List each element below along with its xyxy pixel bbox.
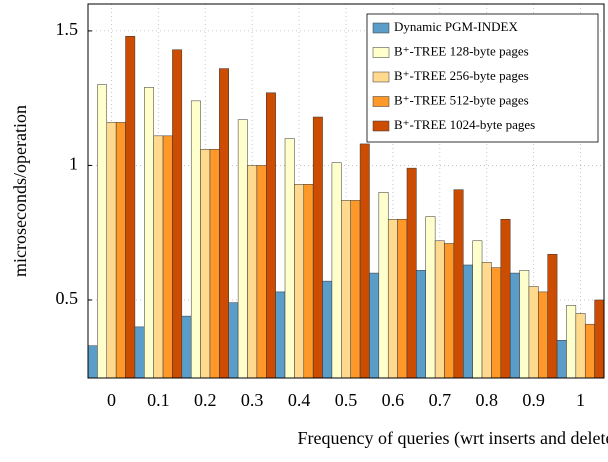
bar xyxy=(200,149,211,379)
bar xyxy=(566,305,577,379)
x-tick-label: 0.7 xyxy=(429,390,452,410)
legend-label: Dynamic PGM-INDEX xyxy=(394,19,518,34)
bar xyxy=(162,135,173,379)
x-tick-label: 0.9 xyxy=(522,390,545,410)
bar xyxy=(172,49,183,379)
bar xyxy=(397,219,408,379)
x-tick-label: 0.4 xyxy=(288,390,311,410)
bar xyxy=(294,184,305,379)
bar xyxy=(256,165,267,379)
legend-box xyxy=(366,13,599,143)
legend-label: B⁺-TREE 512-byte pages xyxy=(394,92,529,107)
bar xyxy=(547,253,558,379)
y-tick-label: 0.5 xyxy=(56,288,79,308)
bar xyxy=(369,272,380,379)
bar xyxy=(87,345,98,379)
legend-label: B⁺-TREE 1024-byte pages xyxy=(394,117,535,132)
legend-swatch xyxy=(372,120,390,132)
bar xyxy=(209,149,220,379)
bar xyxy=(266,92,276,379)
bar xyxy=(453,189,464,379)
bar xyxy=(322,280,333,379)
y-axis-label: microseconds/operation xyxy=(10,105,30,277)
bar xyxy=(341,200,351,379)
x-tick-label: 0.2 xyxy=(194,390,217,410)
legend-swatch xyxy=(372,47,390,58)
bar xyxy=(406,167,417,379)
plot-frame xyxy=(87,3,605,379)
bar xyxy=(416,270,426,379)
bar xyxy=(350,200,361,379)
legend-swatch xyxy=(372,96,390,107)
legend-label: B⁺-TREE 256-byte pages xyxy=(394,68,529,83)
bar xyxy=(359,143,370,379)
legend-swatch xyxy=(372,22,390,34)
bar xyxy=(584,323,595,379)
bar xyxy=(472,240,483,379)
bar xyxy=(425,216,436,379)
y-tick-label: 1 xyxy=(69,154,78,174)
bar xyxy=(153,135,164,379)
bar xyxy=(190,100,201,379)
bar xyxy=(228,302,239,379)
bar xyxy=(331,162,342,379)
x-tick-label: 0 xyxy=(107,390,116,410)
bar xyxy=(491,267,502,379)
bar xyxy=(284,138,295,379)
bar xyxy=(509,272,520,379)
bar xyxy=(444,243,455,379)
bar xyxy=(434,240,445,379)
bar xyxy=(303,184,314,379)
legend-swatch xyxy=(372,71,390,83)
bar xyxy=(500,219,511,379)
bar xyxy=(378,192,389,379)
bar xyxy=(144,87,154,379)
bar xyxy=(519,270,530,379)
x-tick-label: 0.5 xyxy=(335,390,358,410)
bar xyxy=(275,291,286,379)
x-tick-label: 0.1 xyxy=(147,390,170,410)
x-tick-label: 0.3 xyxy=(241,390,264,410)
bar xyxy=(97,84,108,379)
legend-label: B⁺-TREE 128-byte pages xyxy=(394,43,529,58)
bar xyxy=(106,122,117,379)
x-tick-label: 1 xyxy=(576,390,585,410)
bar xyxy=(247,165,258,379)
bar xyxy=(387,219,398,379)
x-tick-label: 0.8 xyxy=(475,390,498,410)
bar xyxy=(237,119,248,379)
bar xyxy=(463,264,473,379)
x-tick-label: 0.6 xyxy=(382,390,405,410)
bar xyxy=(481,262,492,379)
x-axis-label: Frequency of queries (wrt inserts and de… xyxy=(298,428,608,449)
bar xyxy=(181,315,192,379)
bar xyxy=(134,326,145,379)
bar xyxy=(528,286,539,379)
y-tick-label: 1.5 xyxy=(56,19,79,39)
bar xyxy=(125,36,136,379)
bar xyxy=(556,340,567,379)
bar xyxy=(538,291,548,379)
bar xyxy=(312,116,323,379)
bar xyxy=(575,313,586,379)
bar xyxy=(219,68,229,379)
bar xyxy=(594,299,605,379)
bar xyxy=(115,122,126,379)
